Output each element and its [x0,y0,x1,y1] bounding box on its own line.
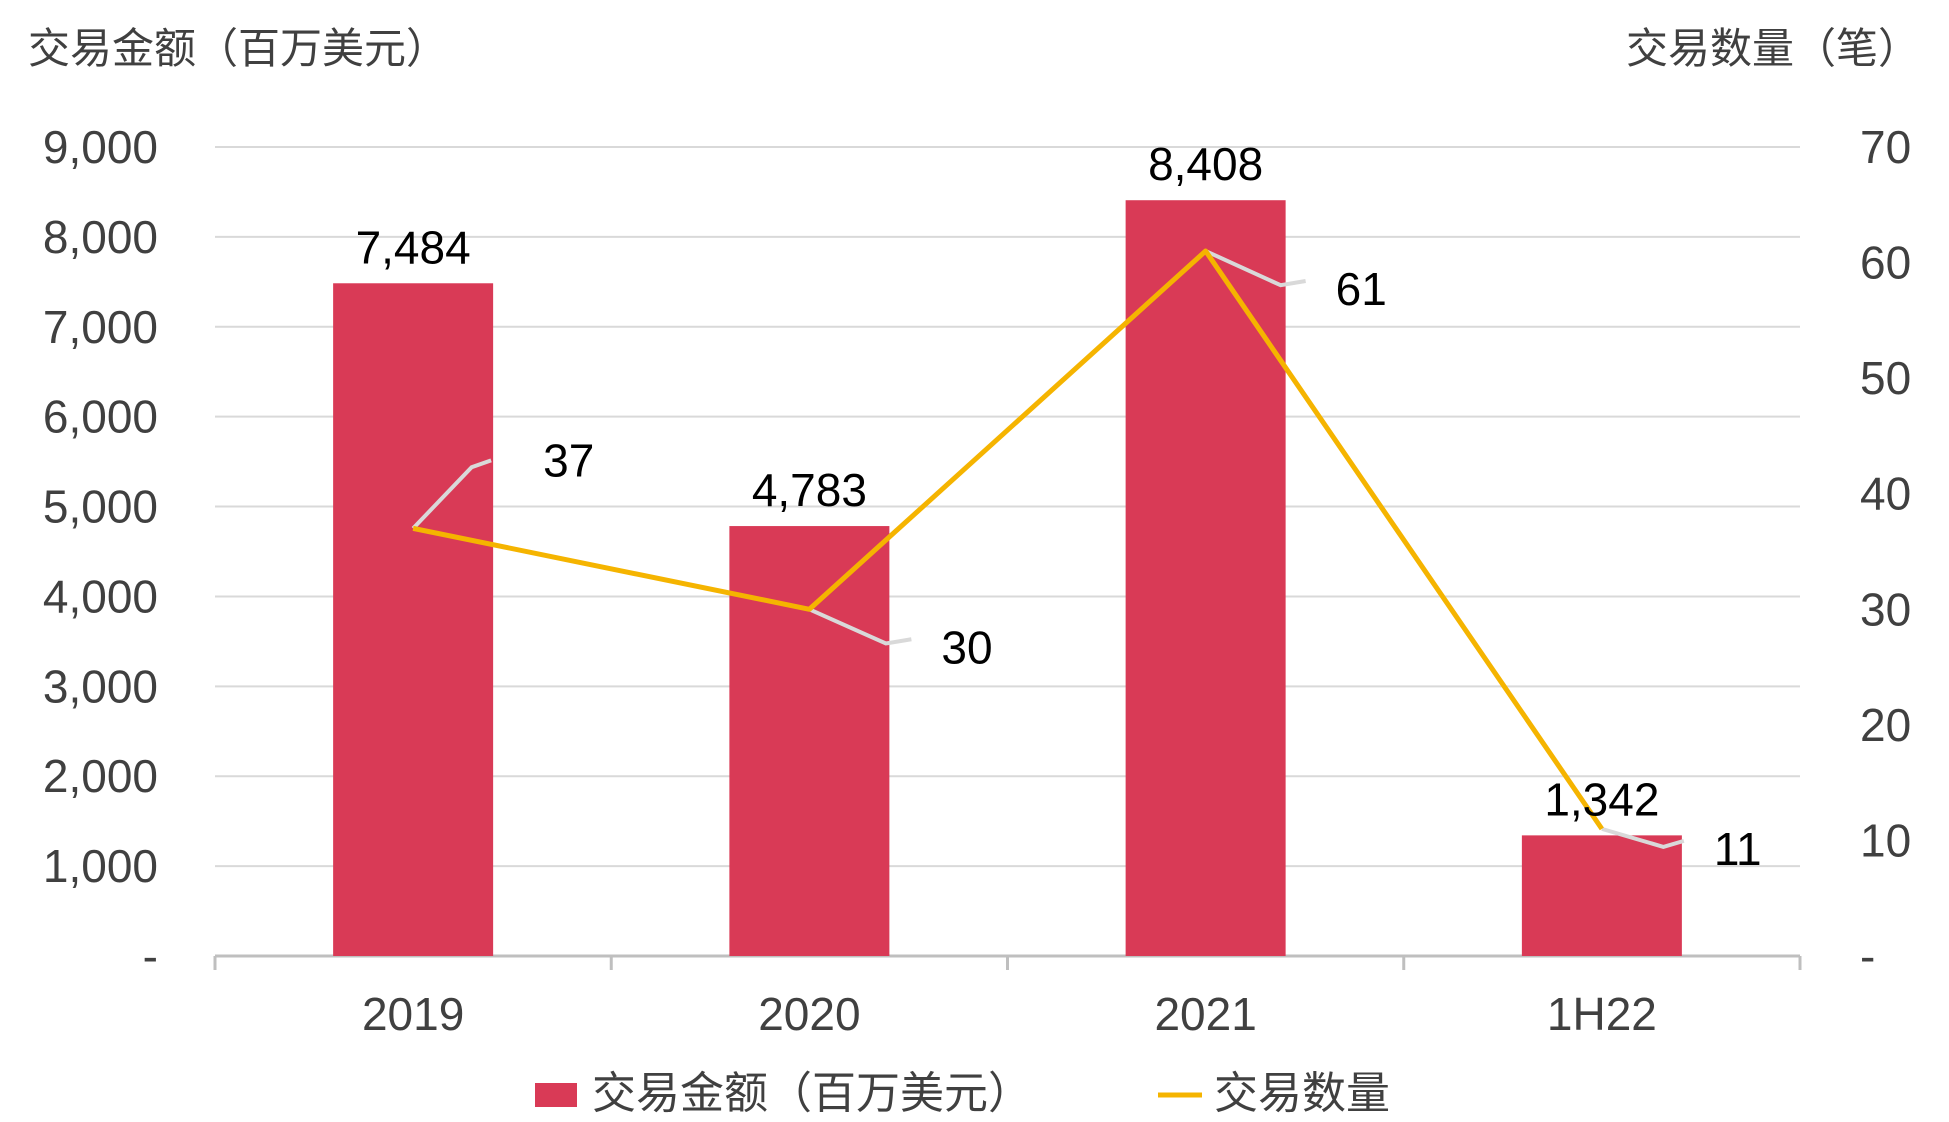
axes: - 1,000 2,000 3,000 4,000 5,000 6,000 7,000 8,00… [43,121,1911,1040]
y-left-tick-label: - [143,930,158,982]
y-right-tick-label: 30 [1860,583,1911,635]
line-value-label: 61 [1336,263,1387,315]
y-left-tick-label: 5,000 [43,481,158,533]
leader-line [1601,826,1685,849]
line-value-label: 37 [543,434,594,486]
y-right-tick-label: 10 [1860,814,1911,866]
y-right-tick-label: 20 [1860,699,1911,751]
y-right-tick-label: 50 [1860,352,1911,404]
leader-line [411,458,492,530]
bar-value-label: 7,484 [356,221,471,273]
x-tick-label: 2020 [758,988,860,1040]
bar-value-label: 8,408 [1148,138,1263,190]
line-value-label: 30 [941,621,992,673]
line-path [412,248,1604,831]
bar [1521,835,1682,956]
bar [333,283,494,956]
line-value-label: 11 [1714,823,1762,875]
bar-value-label: 1,342 [1544,773,1659,825]
y-right-tick-label: 60 [1860,237,1911,289]
y-left-tick-label: 2,000 [43,750,158,802]
leader-line [1204,249,1306,288]
legend-bar-swatch [535,1083,577,1107]
y-left-tick-label: 7,000 [43,301,158,353]
right-axis-title: 交易数量（笔） [1626,24,1920,73]
data-labels: 7,484 4,783 8,408 1,342 37 30 61 11 [356,138,1762,875]
x-tick-label: 2021 [1154,988,1256,1040]
x-tick-label: 2019 [362,988,464,1040]
bar-series [333,200,1682,956]
left-axis-title: 交易金额（百万美元） [28,24,448,73]
y-right-tick-label: 70 [1860,121,1911,173]
y-left-tick-label: 6,000 [43,391,158,443]
label-leader-lines [411,249,1685,849]
leader-line [808,607,912,646]
y-left-tick-label: 8,000 [43,211,158,263]
y-left-tick-label: 1,000 [43,840,158,892]
x-tick-label: 1H22 [1547,988,1657,1040]
legend-line-label: 交易数量 [1214,1068,1390,1119]
y-left-tick-label: 9,000 [43,121,158,173]
bar [1125,200,1286,956]
line-series [412,248,1604,831]
legend-bar-label: 交易金额（百万美元） [592,1068,1032,1119]
y-left-tick-label: 3,000 [43,660,158,712]
legend: 交易金额（百万美元） 交易数量 [535,1068,1390,1119]
y-right-tick-label: 40 [1860,468,1911,520]
bar-value-label: 4,783 [752,464,867,516]
bar [729,526,890,956]
y-left-tick-label: 4,000 [43,570,158,622]
y-right-tick-label: - [1860,930,1875,982]
